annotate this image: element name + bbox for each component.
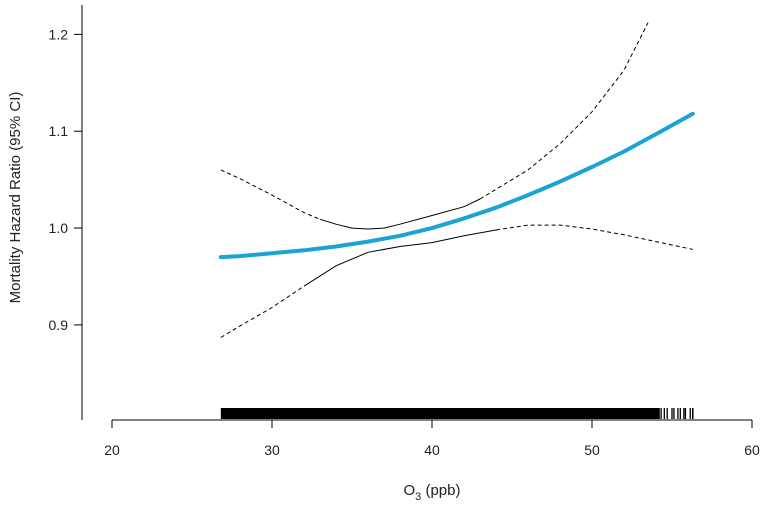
series-layer — [218, 22, 695, 338]
x-tick-label: 40 — [424, 442, 440, 458]
upper_ci-dashed-left — [220, 169, 321, 220]
x-axis-title: O3 (ppb) — [404, 482, 461, 503]
y-tick-label: 0.9 — [49, 317, 69, 333]
y-tick-label: 1.2 — [49, 26, 69, 42]
y-axis: 0.9 1.0 1.1 1.2 — [49, 5, 83, 420]
x-axis: 20 30 40 50 60 — [104, 419, 760, 458]
x-axis-title-main: O — [404, 482, 416, 499]
x-tick-label: 60 — [744, 442, 760, 458]
x-tick-label: 20 — [104, 442, 120, 458]
upper_ci-solid — [319, 198, 481, 230]
x-tick-label: 50 — [584, 442, 600, 458]
x-tick-label: 30 — [264, 442, 280, 458]
x-axis-title-subscript: 3 — [415, 491, 421, 503]
lower_ci-solid — [303, 229, 497, 287]
y-tick-label: 1.0 — [49, 220, 69, 236]
rug-plot — [220, 408, 694, 419]
estimate-line — [218, 111, 695, 260]
rug-dense-block — [220, 408, 660, 419]
upper_ci-dashed-right — [479, 22, 649, 200]
y-axis-title: Mortality Hazard Ratio (95% CI) — [7, 92, 24, 304]
lower_ci-dashed-left — [220, 285, 305, 338]
lower_ci-dashed-right — [495, 224, 693, 250]
y-tick-label: 1.1 — [49, 123, 69, 139]
x-axis-title-rest: (ppb) — [421, 482, 460, 499]
